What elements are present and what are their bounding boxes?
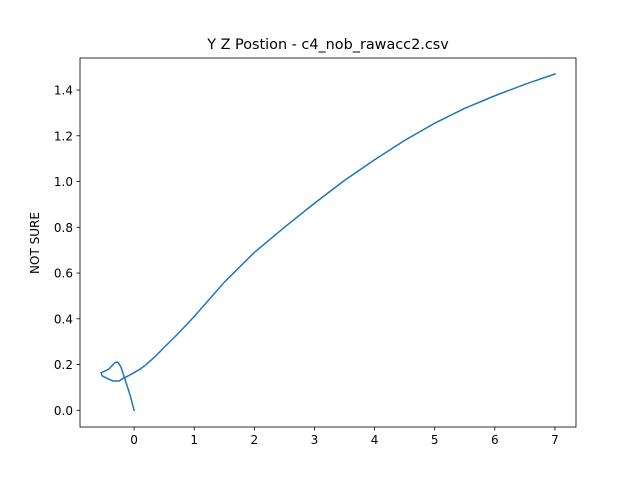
x-tick-label: 4 <box>371 433 379 447</box>
series-line-0 <box>100 73 556 412</box>
plot-area: 0 1 2 3 4 5 6 7 0.0 0.2 0.4 0.6 0.8 1.0 1.2 1.4 <box>54 57 577 447</box>
y-axis-label: NOT SURE <box>28 212 42 274</box>
y-tick-label: 1.0 <box>54 175 73 189</box>
y-tick-label: 0.2 <box>54 358 73 372</box>
axes-frame <box>79 57 577 428</box>
x-tick-label: 2 <box>251 433 259 447</box>
y-tick-label: 1.2 <box>54 129 73 143</box>
chart-title: Y Z Postion - c4_nob_rawacc2.csv <box>206 37 449 53</box>
x-tick-label: 5 <box>431 433 439 447</box>
x-tick-label: 7 <box>551 433 559 447</box>
y-tick-label: 0.4 <box>54 312 73 326</box>
x-tick-label: 0 <box>130 433 138 447</box>
y-tick-label: 0.6 <box>54 267 73 281</box>
y-tick-label: 0.8 <box>54 221 73 235</box>
x-tick-label: 3 <box>311 433 319 447</box>
x-tick-label: 6 <box>491 433 499 447</box>
x-tick-label: 1 <box>190 433 198 447</box>
y-tick-label: 1.4 <box>54 84 73 98</box>
y-tick-label: 0.0 <box>54 404 73 418</box>
